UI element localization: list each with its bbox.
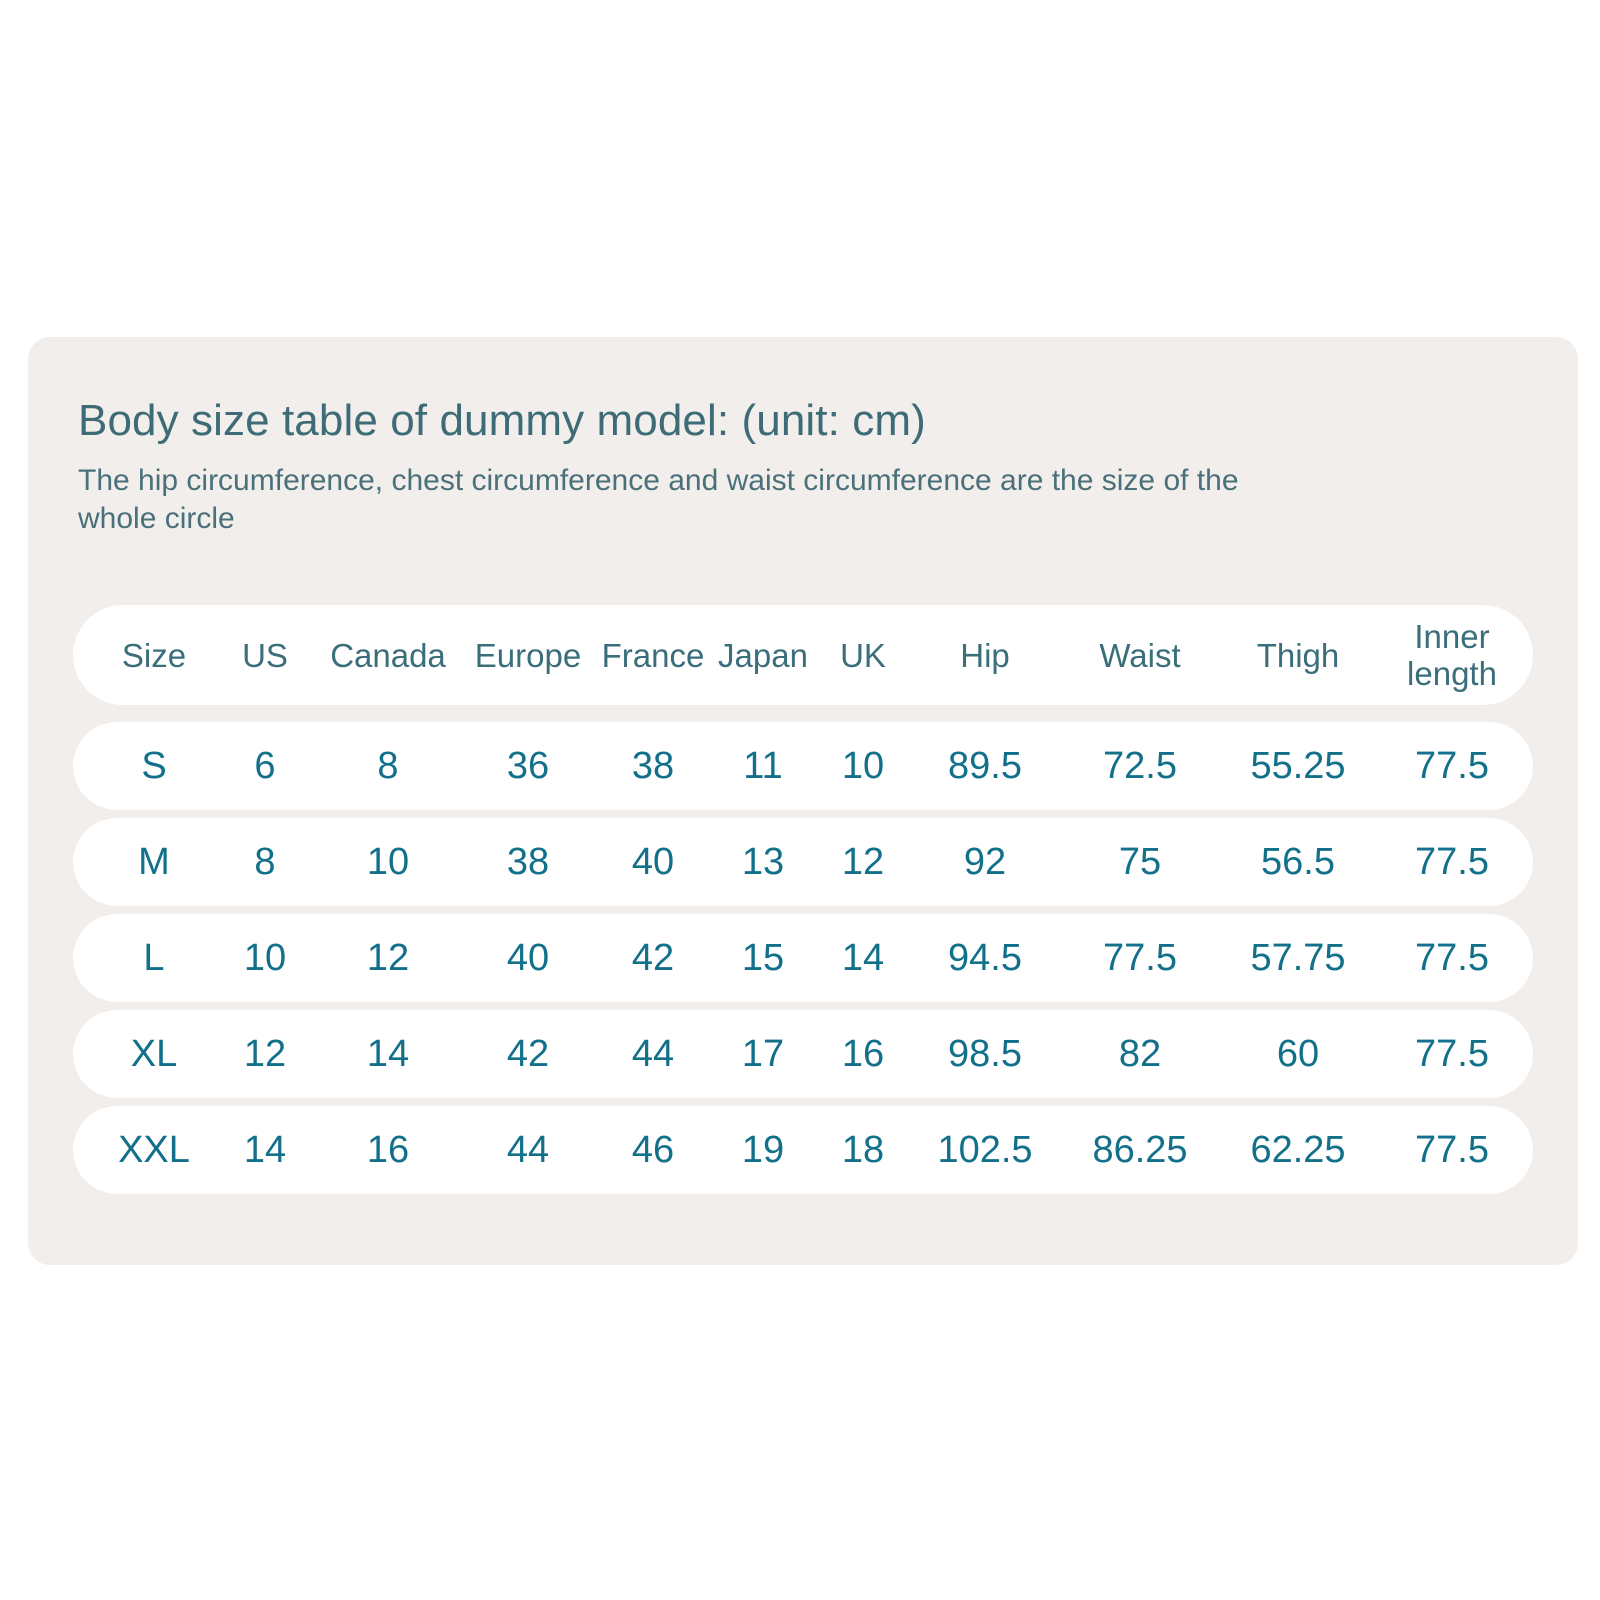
cell-waist: 86.25 [1092,1129,1188,1171]
cell-hip: 102.5 [937,1129,1033,1171]
cell-inner-length: 77.5 [1415,745,1489,787]
column-header-inner-length-line1: Inner [1414,618,1490,655]
cell-us: 6 [254,745,276,787]
cell-inner-length: 77.5 [1415,937,1489,979]
cell-europe: 38 [506,841,550,883]
column-header-hip: Hip [960,636,1010,674]
column-header-uk: UK [840,636,886,674]
cell-uk: 14 [841,937,885,979]
table-row: XL 12 14 42 44 17 16 98.5 82 60 77.5 [73,1010,1533,1098]
cell-france: 38 [631,745,675,787]
cell-size: L [143,937,165,979]
cell-size: XL [130,1033,178,1075]
cell-us: 12 [243,1033,287,1075]
page-title: Body size table of dummy model: (unit: c… [78,396,926,445]
cell-thigh: 56.5 [1261,841,1335,883]
cell-uk: 16 [841,1033,885,1075]
cell-hip: 92 [963,841,1007,883]
column-header-canada: Canada [330,636,446,674]
column-header-japan: Japan [718,636,808,674]
cell-size: M [138,841,170,883]
cell-thigh: 60 [1276,1033,1320,1075]
cell-waist: 77.5 [1103,937,1177,979]
cell-size: XXL [118,1129,190,1171]
cell-japan: 17 [741,1033,785,1075]
cell-canada: 12 [366,937,410,979]
cell-hip: 98.5 [948,1033,1022,1075]
cell-canada: 16 [366,1129,410,1171]
column-header-us: US [242,636,288,674]
column-header-size: Size [121,636,187,674]
cell-europe: 42 [506,1033,550,1075]
column-header-inner-length-line2: length [1407,655,1497,692]
cell-waist: 72.5 [1103,745,1177,787]
cell-europe: 40 [506,937,550,979]
cell-waist: 75 [1118,841,1162,883]
cell-japan: 13 [741,841,785,883]
cell-france: 46 [631,1129,675,1171]
cell-us: 8 [254,841,276,883]
column-header-thigh: Thigh [1256,636,1340,674]
column-header-inner-length: Inner length [1377,618,1527,692]
cell-inner-length: 77.5 [1415,841,1489,883]
cell-hip: 94.5 [948,937,1022,979]
cell-japan: 15 [741,937,785,979]
cell-uk: 18 [841,1129,885,1171]
column-header-europe: Europe [474,636,582,674]
cell-thigh: 62.25 [1250,1129,1346,1171]
cell-canada: 8 [377,745,399,787]
cell-uk: 12 [841,841,885,883]
size-chart-card: Body size table of dummy model: (unit: c… [28,337,1578,1265]
table-row: S 6 8 36 38 11 10 89.5 72.5 55.25 77.5 [73,722,1533,810]
table-row: XXL 14 16 44 46 19 18 102.5 86.25 62.25 … [73,1106,1533,1194]
cell-canada: 10 [366,841,410,883]
size-table: Size US Canada Europe France Japan UK Hi… [73,605,1533,1194]
cell-thigh: 57.75 [1250,937,1346,979]
table-row: M 8 10 38 40 13 12 92 75 56.5 77.5 [73,818,1533,906]
cell-inner-length: 77.5 [1415,1033,1489,1075]
cell-france: 40 [631,841,675,883]
cell-japan: 11 [743,745,783,787]
column-header-france: France [601,636,705,674]
cell-europe: 36 [506,745,550,787]
cell-inner-length: 77.5 [1415,1129,1489,1171]
cell-waist: 82 [1118,1033,1162,1075]
cell-uk: 10 [841,745,885,787]
cell-europe: 44 [506,1129,550,1171]
cell-japan: 19 [741,1129,785,1171]
table-row: L 10 12 40 42 15 14 94.5 77.5 57.75 77.5 [73,914,1533,1002]
card-subtitle: The hip circumference, chest circumferen… [78,464,1239,535]
cell-thigh: 55.25 [1250,745,1346,787]
cell-hip: 89.5 [948,745,1022,787]
cell-size: S [141,745,167,787]
cell-france: 42 [631,937,675,979]
cell-us: 14 [243,1129,287,1171]
column-header-waist: Waist [1099,636,1181,674]
table-header-row: Size US Canada Europe France Japan UK Hi… [73,605,1533,705]
cell-canada: 14 [366,1033,410,1075]
cell-us: 10 [243,937,287,979]
cell-france: 44 [631,1033,675,1075]
